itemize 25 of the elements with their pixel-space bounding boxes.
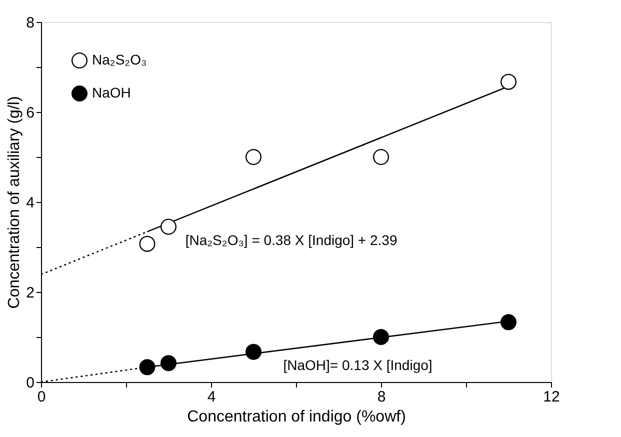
point bbox=[139, 359, 156, 376]
point bbox=[245, 344, 262, 360]
x-tick-label: 12 bbox=[543, 388, 560, 406]
point bbox=[160, 218, 177, 235]
y-tick-label: 2 bbox=[26, 284, 34, 302]
legend-label: NaOH bbox=[92, 84, 131, 100]
point bbox=[160, 355, 177, 372]
point bbox=[500, 74, 517, 90]
legend-label: Na₂S₂O₃ bbox=[92, 52, 147, 68]
y-tick-label: 4 bbox=[26, 194, 34, 212]
x-axis-title: Concentration of indigo (%owf) bbox=[187, 408, 406, 426]
x-tick-label: 8 bbox=[377, 388, 386, 406]
point bbox=[139, 236, 156, 252]
x-tick-label: 0 bbox=[37, 388, 46, 406]
point bbox=[372, 149, 390, 165]
y-axis-title: Concentration of auxiliary (g/l) bbox=[6, 96, 24, 309]
point bbox=[245, 149, 262, 165]
y-tick-label: 0 bbox=[26, 374, 34, 392]
annotation: [Na₂S₂O₃] = 0.38 X [Indigo] + 2.39 bbox=[185, 232, 398, 248]
y-tick-label: 6 bbox=[26, 104, 34, 122]
point bbox=[372, 329, 390, 345]
annotation: [NaOH]= 0.13 X [Indigo] bbox=[283, 356, 432, 373]
y-tick-label: 8 bbox=[26, 14, 34, 32]
point bbox=[500, 314, 517, 330]
x-tick-label: 4 bbox=[207, 388, 216, 406]
